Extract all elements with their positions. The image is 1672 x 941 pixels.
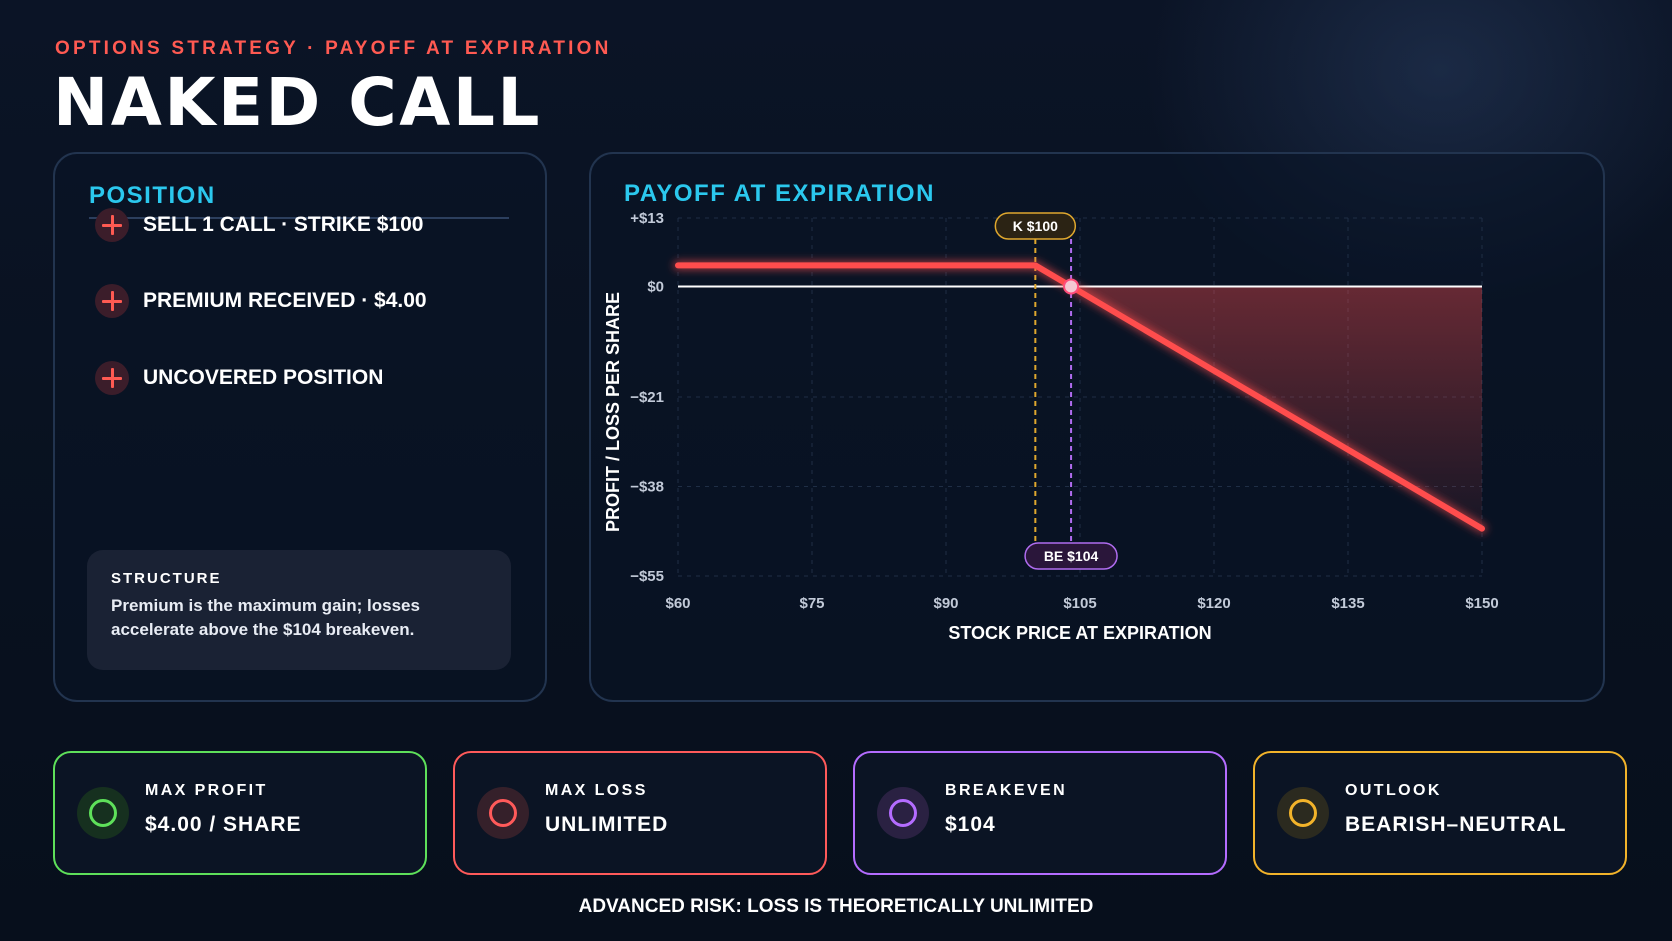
card-value: UNLIMITED <box>545 813 669 836</box>
position-panel: POSITION SELL 1 CALL · STRIKE $100 PREMI… <box>53 152 547 702</box>
ring-icon <box>77 787 129 839</box>
y-tick-label: −$38 <box>630 479 664 496</box>
card-label: MAX PROFIT <box>145 782 268 799</box>
position-divider <box>89 217 509 219</box>
breakeven-label: BE $104 <box>1024 542 1118 570</box>
position-item: PREMIUM RECEIVED · $4.00 <box>95 284 427 318</box>
breakeven-label-text: BE $104 <box>1044 548 1099 564</box>
payoff-chart-panel: PAYOFF AT EXPIRATION $60 $75 $90 $105 $120 $1… <box>589 152 1605 702</box>
position-item-label: UNCOVERED POSITION <box>143 366 384 389</box>
page-title: NAKED CALL <box>53 64 542 141</box>
x-axis-label: STOCK PRICE AT EXPIRATION <box>948 623 1211 643</box>
x-tick-label: $60 <box>665 595 690 612</box>
structure-box: STRUCTURE Premium is the maximum gain; l… <box>87 550 511 670</box>
position-item-label: PREMIUM RECEIVED · $4.00 <box>143 289 427 312</box>
ring-icon <box>477 787 529 839</box>
card-value: $4.00 / SHARE <box>145 813 302 836</box>
card-label: MAX LOSS <box>545 782 648 799</box>
card-value: $104 <box>945 813 996 836</box>
chart-title: PAYOFF AT EXPIRATION <box>624 180 935 207</box>
breakeven-card: BREAKEVEN $104 <box>853 751 1227 875</box>
y-tick-label: $0 <box>647 278 664 295</box>
plus-icon <box>95 361 129 395</box>
max-loss-card: MAX LOSS UNLIMITED <box>453 751 827 875</box>
eyebrow-label: OPTIONS STRATEGY · PAYOFF AT EXPIRATION <box>55 38 612 59</box>
plus-icon <box>95 208 129 242</box>
breakeven-label-pill <box>1024 542 1118 570</box>
x-tick-label: $120 <box>1197 595 1230 612</box>
y-tick-label: −$55 <box>630 568 664 585</box>
y-axis-label: PROFIT / LOSS PER SHARE <box>603 292 623 532</box>
risk-footer: ADVANCED RISK: LOSS IS THEORETICALLY UNL… <box>578 896 1094 917</box>
card-label: OUTLOOK <box>1345 782 1442 799</box>
x-tick-label: $135 <box>1331 595 1364 612</box>
strike-label-pill <box>994 212 1077 240</box>
card-value: BEARISH–NEUTRAL <box>1345 813 1567 836</box>
structure-title: STRUCTURE <box>111 570 222 587</box>
max-profit-card: MAX PROFIT $4.00 / SHARE <box>53 751 427 875</box>
outlook-card: OUTLOOK BEARISH–NEUTRAL <box>1253 751 1627 875</box>
x-tick-label: $90 <box>933 595 958 612</box>
position-title: POSITION <box>89 182 216 209</box>
x-tick-label: $150 <box>1465 595 1498 612</box>
position-item: SELL 1 CALL · STRIKE $100 <box>95 208 423 242</box>
card-label: BREAKEVEN <box>945 782 1068 799</box>
breakeven-point <box>1063 278 1080 295</box>
position-item-label: SELL 1 CALL · STRIKE $100 <box>143 213 424 236</box>
y-tick-label: +$13 <box>630 210 664 227</box>
plus-icon <box>95 284 129 318</box>
structure-text: Premium is the maximum gain; losses acce… <box>111 596 420 639</box>
x-tick-label: $75 <box>799 595 824 612</box>
position-item: UNCOVERED POSITION <box>95 361 383 395</box>
ring-icon <box>1277 787 1329 839</box>
ring-icon <box>877 787 929 839</box>
y-tick-label: −$21 <box>630 389 664 406</box>
strike-label-text: K $100 <box>1013 218 1058 234</box>
payoff-chart: $60 $75 $90 $105 $120 $135 $150 +$13 $0 −$21 −$38 −… <box>603 210 1499 643</box>
x-tick-label: $105 <box>1063 595 1096 612</box>
payoff-line <box>675 262 1485 532</box>
strike-label: K $100 <box>994 212 1077 240</box>
